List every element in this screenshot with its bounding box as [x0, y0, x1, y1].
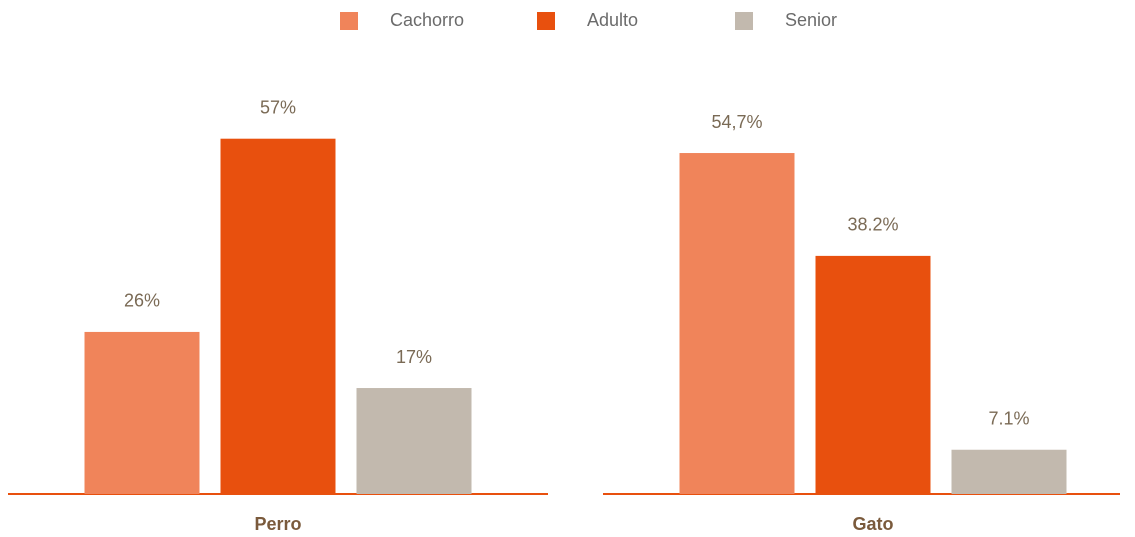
bar	[356, 388, 472, 494]
legend-swatch	[537, 12, 555, 30]
value-label: 26%	[124, 291, 160, 311]
value-label: 54,7%	[711, 112, 762, 132]
value-label: 57%	[260, 97, 296, 117]
legend-label: Adulto	[587, 10, 638, 30]
category-label: Perro	[254, 514, 301, 534]
value-label: 38.2%	[847, 215, 898, 235]
legend-swatch	[340, 12, 358, 30]
legend-label: Senior	[785, 10, 837, 30]
bar	[951, 449, 1067, 494]
value-label: 17%	[396, 347, 432, 367]
value-label: 7.1%	[988, 408, 1029, 428]
bar	[84, 331, 200, 494]
legend-swatch	[735, 12, 753, 30]
bar	[220, 138, 336, 494]
bar	[679, 153, 795, 494]
category-label: Gato	[852, 514, 893, 534]
legend-label: Cachorro	[390, 10, 464, 30]
bar	[815, 255, 931, 494]
